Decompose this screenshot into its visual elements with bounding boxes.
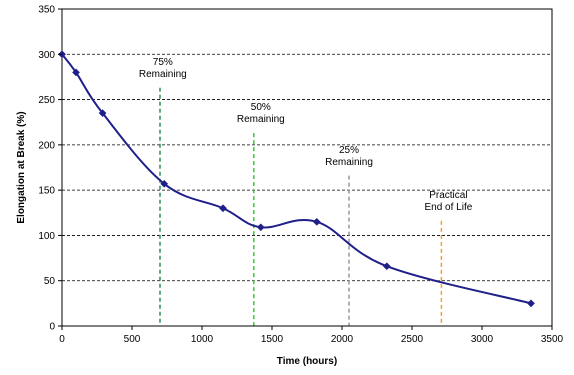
data-point-2 (98, 109, 107, 118)
y-tick-label-200: 200 (38, 140, 55, 151)
y-tick-label-300: 300 (38, 50, 55, 61)
x-axis-title: Time (hours) (277, 356, 337, 367)
reference-label-line: Practical (429, 190, 467, 201)
x-tick-label-3500: 3500 (541, 334, 564, 345)
reference-label-line: Remaining (325, 157, 373, 168)
data-point-5 (256, 223, 265, 232)
y-tick-label-0: 0 (49, 322, 55, 333)
x-tick-label-1500: 1500 (261, 334, 284, 345)
data-point-6 (312, 217, 321, 226)
reference-label-line: End of Life (424, 202, 472, 213)
reference-label-line: Remaining (139, 69, 187, 80)
reference-label-line: 25% (339, 145, 359, 156)
reference-label-line: 50% (251, 102, 271, 113)
data-point-4 (219, 204, 227, 213)
y-tick-label-350: 350 (38, 5, 55, 16)
y-tick-label-150: 150 (38, 186, 55, 197)
data-point-8 (527, 299, 535, 308)
y-axis-title: Elongation at Break (%) (16, 111, 27, 223)
x-tick-label-0: 0 (59, 334, 65, 345)
x-tick-label-2500: 2500 (401, 334, 424, 345)
y-tick-label-50: 50 (44, 276, 56, 287)
y-tick-label-100: 100 (38, 231, 55, 242)
series-line-0 (61, 53, 532, 305)
data-point-1 (72, 68, 80, 77)
x-tick-label-2000: 2000 (331, 334, 354, 345)
y-tick-label-250: 250 (38, 95, 55, 106)
x-tick-label-1000: 1000 (191, 334, 214, 345)
reference-label-line: 75% (153, 57, 173, 68)
reference-label-1: 50% Remaining (237, 102, 285, 125)
data-point-7 (382, 262, 391, 271)
plot-frame (61, 8, 553, 327)
reference-label-3: Practical End of Life (424, 190, 472, 213)
reference-label-2: 25% Remaining (325, 145, 373, 168)
data-point-3 (160, 179, 169, 188)
grid-layer (62, 53, 552, 282)
reference-label-line: Remaining (237, 114, 285, 125)
reference-label-0: 75% Remaining (139, 57, 187, 80)
x-tick-label-3000: 3000 (471, 334, 494, 345)
x-tick-label-500: 500 (124, 334, 141, 345)
series-layer (58, 50, 535, 308)
